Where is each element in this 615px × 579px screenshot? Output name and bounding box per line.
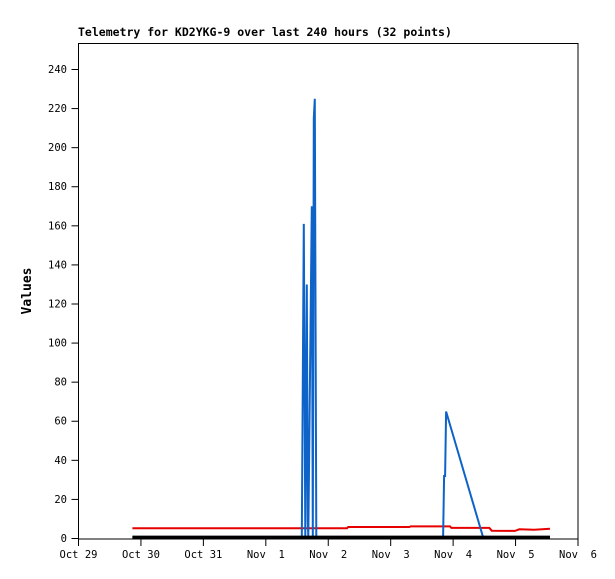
chart-title: Telemetry for KD2YKG-9 over last 240 hou… xyxy=(78,25,452,39)
y-tick-label: 200 xyxy=(48,142,67,154)
y-tick-label: 120 xyxy=(48,298,67,310)
x-tick-label: Nov 6 xyxy=(559,549,597,561)
y-tick-label: 240 xyxy=(48,64,67,76)
x-tick-label: Nov 5 xyxy=(497,549,535,561)
x-tick-label: Nov 2 xyxy=(309,549,347,561)
plot-border xyxy=(78,43,579,540)
series-line-blue-series xyxy=(132,98,550,539)
series-line-red-series xyxy=(132,525,551,532)
y-tick-label: 180 xyxy=(48,181,67,193)
y-tick-label: 40 xyxy=(54,455,67,467)
x-tick-label: Oct 29 xyxy=(60,549,98,561)
y-tick-label: 0 xyxy=(61,533,67,545)
x-tick-label: Nov 4 xyxy=(434,549,472,561)
axis-ticks xyxy=(71,68,579,546)
x-tick-label: Nov 3 xyxy=(372,549,410,561)
y-tick-label: 20 xyxy=(54,494,67,506)
data-series xyxy=(132,98,551,539)
x-tick-label: Nov 1 xyxy=(247,549,285,561)
y-tick-label: 60 xyxy=(54,416,67,428)
y-axis-label: Values xyxy=(20,268,35,315)
y-tick-label: 160 xyxy=(48,220,67,232)
y-tick-label: 100 xyxy=(48,338,67,350)
x-tick-label: Oct 31 xyxy=(184,549,222,561)
y-tick-label: 140 xyxy=(48,259,67,271)
x-tick-label: Oct 30 xyxy=(122,549,160,561)
axis-tick-labels: 0 20 40 60 80 100 120 140 160 180 200 220 240 Oct 29 O… xyxy=(48,64,597,561)
y-tick-label: 220 xyxy=(48,103,67,115)
y-tick-label: 80 xyxy=(54,377,67,389)
